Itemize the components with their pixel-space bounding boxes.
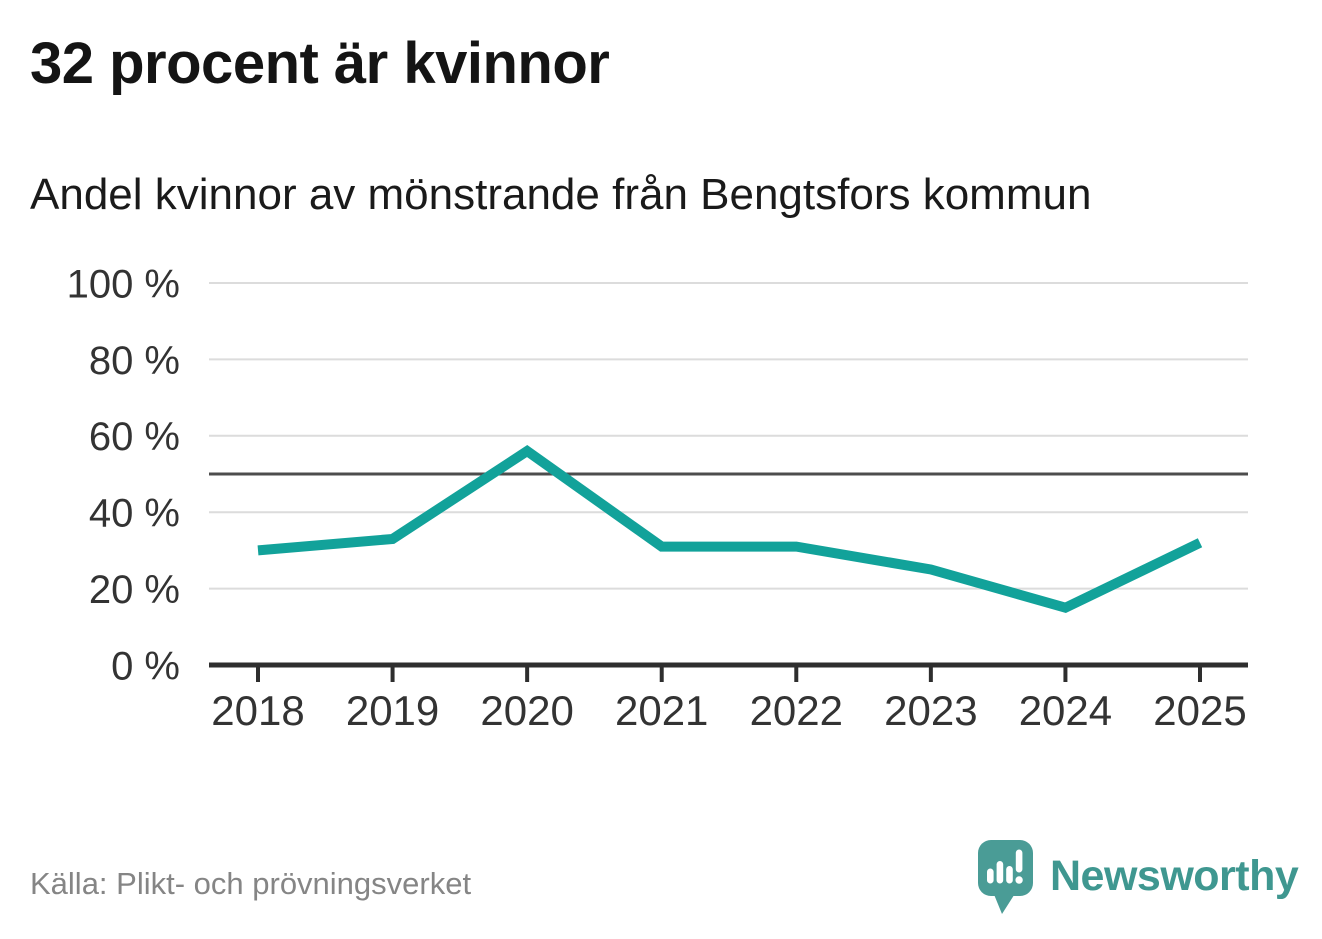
data-line-andel-kvinnor	[257, 445, 1203, 614]
newsworthy-logo-icon	[978, 840, 1033, 914]
page-title: 32 procent är kvinnor	[30, 31, 610, 96]
y-tick-label: 60 %	[89, 415, 180, 459]
newsworthy-logo: Newsworthy	[978, 840, 1308, 926]
y-tick-label: 80 %	[89, 339, 180, 383]
y-tick-label: 0 %	[111, 644, 180, 688]
y-tick-label: 100 %	[67, 262, 180, 306]
x-tick-label: 2024	[1019, 687, 1112, 734]
x-tick-label: 2020	[480, 687, 573, 734]
y-tick-label: 20 %	[89, 568, 180, 612]
x-tick-label: 2022	[750, 687, 843, 734]
y-tick-label: 40 %	[89, 492, 180, 536]
x-tick-label: 2023	[884, 687, 977, 734]
brand-wordmark: Newsworthy	[1050, 852, 1299, 900]
x-tick-label: 2019	[346, 687, 439, 734]
x-tick-label: 2021	[615, 687, 708, 734]
source-caption: Källa: Plikt- och prövningsverket	[30, 866, 472, 901]
x-tick-label: 2025	[1153, 687, 1246, 734]
chart-subtitle: Andel kvinnor av mönstrande från Bengtsf…	[30, 170, 1092, 219]
x-tick-label: 2018	[211, 687, 304, 734]
